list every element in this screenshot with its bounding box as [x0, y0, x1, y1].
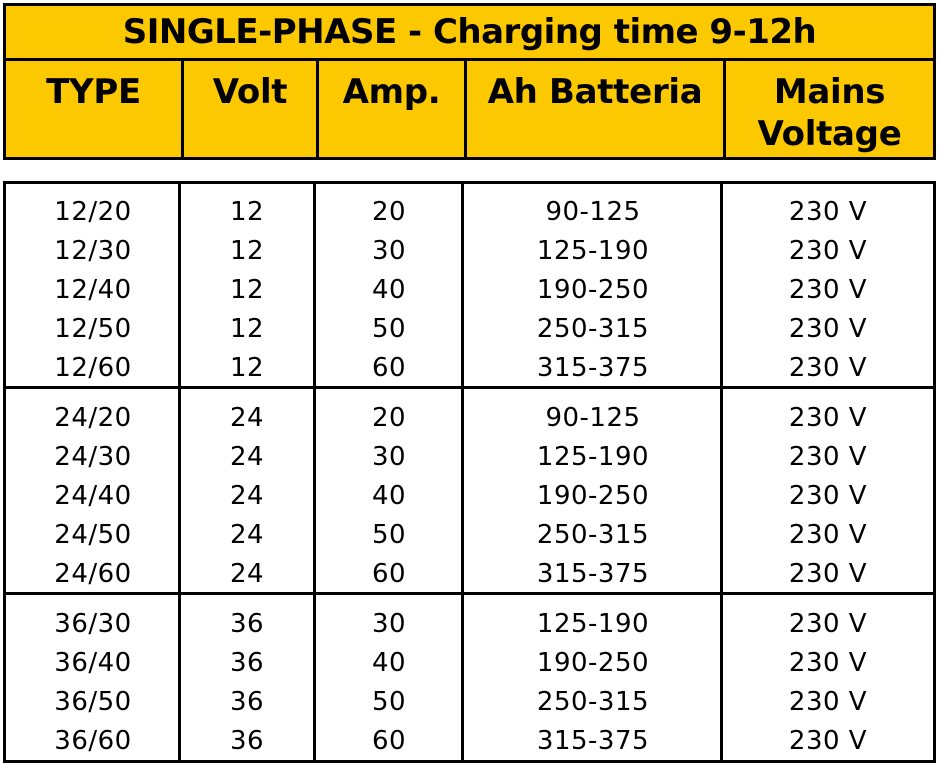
cell-ah: 90-125 [545, 196, 641, 227]
cell-type: 12/30 [54, 235, 132, 266]
cell-ah: 190-250 [536, 480, 650, 511]
cell-volt: 12 [229, 196, 265, 227]
cell-type: 24/30 [54, 441, 132, 472]
group-divider [6, 592, 933, 595]
cell-volt: 24 [229, 519, 265, 550]
table-row: 36/50 36 50 250-315 230 V [6, 682, 933, 721]
cell-type: 36/50 [54, 686, 132, 717]
header-volt: Volt [181, 61, 316, 157]
cell-ah: 190-250 [536, 647, 650, 678]
column-divider [313, 184, 316, 760]
table-row: 36/40 36 40 190-250 230 V [6, 643, 933, 682]
cell-mains-voltage: 230 V [788, 519, 868, 550]
cell-ah: 250-315 [536, 519, 650, 550]
cell-ah: 190-250 [536, 274, 650, 305]
cell-amp: 30 [371, 235, 407, 266]
cell-volt: 36 [229, 725, 265, 756]
table-row: 24/50 24 50 250-315 230 V [6, 515, 933, 554]
cell-amp: 40 [371, 480, 407, 511]
cell-volt: 36 [229, 608, 265, 639]
cell-type: 36/40 [54, 647, 132, 678]
cell-volt: 12 [229, 274, 265, 305]
table-row: 24/20 24 20 90-125 230 V [6, 398, 933, 437]
cell-amp: 30 [371, 608, 407, 639]
cell-amp: 40 [371, 274, 407, 305]
cell-volt: 36 [229, 647, 265, 678]
table-row: 36/30 36 30 125-190 230 V [6, 604, 933, 643]
cell-volt: 24 [229, 480, 265, 511]
cell-type: 12/50 [54, 313, 132, 344]
cell-ah: 315-375 [536, 725, 650, 756]
table-title: SINGLE-PHASE - Charging time 9-12h [6, 6, 933, 61]
cell-amp: 60 [371, 558, 407, 589]
group-divider [6, 386, 933, 389]
header-mains-voltage: Mains Voltage [723, 61, 933, 157]
table-header: SINGLE-PHASE - Charging time 9-12h TYPE … [3, 3, 936, 160]
cell-amp: 60 [371, 352, 407, 383]
cell-mains-voltage: 230 V [788, 441, 868, 472]
cell-type: 36/30 [54, 608, 132, 639]
cell-type: 24/60 [54, 558, 132, 589]
cell-ah: 315-375 [536, 558, 650, 589]
cell-volt: 12 [229, 235, 265, 266]
cell-ah: 250-315 [536, 313, 650, 344]
cell-ah: 315-375 [536, 352, 650, 383]
cell-type: 24/50 [54, 519, 132, 550]
table-row: 12/50 12 50 250-315 230 V [6, 309, 933, 348]
cell-type: 12/60 [54, 352, 132, 383]
cell-amp: 20 [371, 196, 407, 227]
cell-amp: 50 [371, 519, 407, 550]
cell-ah: 90-125 [545, 402, 641, 433]
header-amp: Amp. [316, 61, 464, 157]
header-ah-batteria: Ah Batteria [464, 61, 723, 157]
cell-type: 36/60 [54, 725, 132, 756]
cell-volt: 36 [229, 686, 265, 717]
cell-mains-voltage: 230 V [788, 480, 868, 511]
table-body: 12/20 12 20 90-125 230 V 12/30 12 30 125-190 230 … [3, 181, 936, 763]
header-type: TYPE [46, 72, 141, 112]
cell-mains-voltage: 230 V [788, 558, 868, 589]
cell-amp: 20 [371, 402, 407, 433]
cell-volt: 24 [229, 558, 265, 589]
cell-ah: 125-190 [536, 235, 650, 266]
table-row: 12/20 12 20 90-125 230 V [6, 192, 933, 231]
cell-ah: 250-315 [536, 686, 650, 717]
table-row: 12/30 12 30 125-190 230 V [6, 231, 933, 270]
cell-amp: 50 [371, 686, 407, 717]
column-divider [461, 184, 464, 760]
table-row: 24/60 24 60 315-375 230 V [6, 554, 933, 593]
table-row: 24/40 24 40 190-250 230 V [6, 476, 933, 515]
cell-type: 12/40 [54, 274, 132, 305]
cell-volt: 24 [229, 441, 265, 472]
cell-mains-voltage: 230 V [788, 686, 868, 717]
table-row: 12/40 12 40 190-250 230 V [6, 270, 933, 309]
cell-mains-voltage: 230 V [788, 235, 868, 266]
cell-mains-voltage: 230 V [788, 274, 868, 305]
cell-type: 24/20 [54, 402, 132, 433]
column-divider [720, 184, 723, 760]
table-row: 12/60 12 60 315-375 230 V [6, 348, 933, 387]
cell-amp: 30 [371, 441, 407, 472]
table-row: 24/30 24 30 125-190 230 V [6, 437, 933, 476]
column-headers: TYPE Volt Amp. Ah Batteria Mains Voltage [6, 61, 933, 157]
cell-volt: 24 [229, 402, 265, 433]
cell-mains-voltage: 230 V [788, 313, 868, 344]
column-divider [178, 184, 181, 760]
cell-volt: 12 [229, 352, 265, 383]
cell-amp: 40 [371, 647, 407, 678]
cell-amp: 60 [371, 725, 407, 756]
cell-mains-voltage: 230 V [788, 402, 868, 433]
cell-type: 24/40 [54, 480, 132, 511]
cell-volt: 12 [229, 313, 265, 344]
cell-mains-voltage: 230 V [788, 608, 868, 639]
cell-mains-voltage: 230 V [788, 725, 868, 756]
cell-mains-voltage: 230 V [788, 196, 868, 227]
cell-mains-voltage: 230 V [788, 352, 868, 383]
cell-type: 12/20 [54, 196, 132, 227]
cell-amp: 50 [371, 313, 407, 344]
cell-ah: 125-190 [536, 608, 650, 639]
cell-ah: 125-190 [536, 441, 650, 472]
table-row: 36/60 36 60 315-375 230 V [6, 721, 933, 760]
cell-mains-voltage: 230 V [788, 647, 868, 678]
